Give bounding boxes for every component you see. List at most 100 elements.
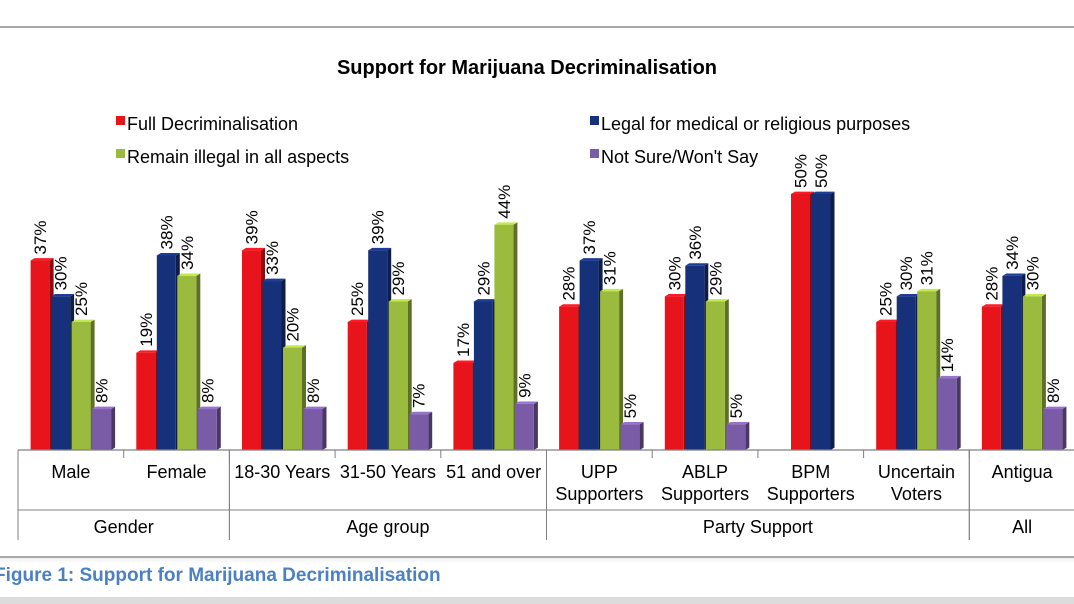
data-label-male-legal-for-medical-or-religious-purposes: 30%	[52, 256, 71, 290]
data-label-male-full-decriminalisation: 37%	[31, 221, 50, 255]
group-label-age-group: Age group	[346, 517, 429, 537]
data-label-51-and-over-legal-for-medical-or-religious-purposes: 29%	[474, 261, 493, 295]
bar-51-and-over-remain-illegal-in-all-aspects	[494, 222, 518, 450]
category-label-male: Male	[51, 462, 90, 482]
data-label-female-remain-illegal-in-all-aspects: 34%	[178, 236, 197, 270]
data-label-31-50-years-not-sure-won-t-say: 7%	[410, 384, 429, 409]
bar-antigua-remain-illegal-in-all-aspects	[1022, 294, 1046, 450]
data-label-31-50-years-legal-for-medical-or-religious-purposes: 39%	[369, 210, 388, 244]
legend-label-remain-illegal-in-all-aspects: Remain illegal in all aspects	[127, 147, 349, 167]
data-label-18-30-years-not-sure-won-t-say: 8%	[304, 378, 323, 403]
bar-male-not-sure-won-t-say	[92, 406, 116, 450]
data-label-uncertain-voters-full-decriminalisation: 25%	[877, 282, 896, 316]
bar-female-legal-for-medical-or-religious-purposes	[156, 253, 180, 450]
data-label-uncertain-voters-not-sure-won-t-say: 14%	[938, 338, 957, 372]
legend: Full Decriminalisation Legal for medical …	[116, 114, 910, 167]
data-label-ablp-supporters-legal-for-medical-or-religious-purposes: 36%	[686, 226, 705, 260]
bar-female-remain-illegal-in-all-aspects	[177, 273, 201, 450]
bar-male-legal-for-medical-or-religious-purposes	[51, 294, 75, 450]
bar-51-and-over-not-sure-won-t-say	[514, 401, 538, 450]
data-label-antigua-full-decriminalisation: 28%	[982, 267, 1001, 301]
bar-antigua-full-decriminalisation	[981, 304, 1005, 450]
category-label-51-and-over: 51 and over	[446, 462, 541, 482]
bars: 37%30%25%8%19%38%34%8%39%33%20%8%25%39%2…	[30, 154, 1067, 450]
category-label-uncertain-voters-line2: Voters	[891, 484, 942, 504]
data-label-antigua-remain-illegal-in-all-aspects: 30%	[1023, 256, 1042, 290]
figure-caption: Figure 1: Support for Marijuana Decrimin…	[0, 565, 441, 586]
category-label-bpm-supporters-line2: Supporters	[767, 484, 855, 504]
bar-31-50-years-full-decriminalisation	[347, 319, 371, 450]
bar-31-50-years-not-sure-won-t-say	[409, 411, 433, 450]
data-label-51-and-over-remain-illegal-in-all-aspects: 44%	[495, 185, 514, 219]
data-label-antigua-not-sure-won-t-say: 8%	[1044, 378, 1063, 403]
data-label-ablp-supporters-remain-illegal-in-all-aspects: 29%	[706, 261, 725, 295]
data-label-male-not-sure-won-t-say: 8%	[93, 378, 112, 403]
category-label-upp-supporters-line2: Supporters	[555, 484, 643, 504]
category-label-female: Female	[147, 462, 207, 482]
data-label-female-not-sure-won-t-say: 8%	[198, 378, 217, 403]
data-label-uncertain-voters-remain-illegal-in-all-aspects: 31%	[918, 251, 937, 285]
bar-31-50-years-legal-for-medical-or-religious-purposes	[368, 247, 392, 450]
data-label-18-30-years-remain-illegal-in-all-aspects: 20%	[284, 308, 303, 342]
chart-title: Support for Marijuana Decriminalisation	[337, 57, 717, 79]
bar-bpm-supporters-legal-for-medical-or-religious-purposes	[811, 191, 835, 450]
category-label-18-30-years: 18-30 Years	[234, 462, 330, 482]
group-label-party-support: Party Support	[703, 517, 813, 537]
data-label-51-and-over-not-sure-won-t-say: 9%	[515, 373, 534, 398]
bar-18-30-years-remain-illegal-in-all-aspects	[283, 345, 306, 450]
bar-male-remain-illegal-in-all-aspects	[71, 319, 95, 450]
legend-label-full-decriminalisation: Full Decriminalisation	[127, 114, 298, 134]
data-label-upp-supporters-legal-for-medical-or-religious-purposes: 37%	[580, 221, 599, 255]
bar-upp-supporters-remain-illegal-in-all-aspects	[600, 288, 624, 450]
data-label-upp-supporters-not-sure-won-t-say: 5%	[621, 394, 640, 419]
data-label-male-remain-illegal-in-all-aspects: 25%	[72, 282, 91, 316]
category-label-antigua: Antigua	[992, 462, 1054, 482]
data-label-31-50-years-remain-illegal-in-all-aspects: 29%	[389, 261, 408, 295]
bar-18-30-years-full-decriminalisation	[242, 247, 265, 450]
bar-51-and-over-legal-for-medical-or-religious-purposes	[473, 299, 497, 450]
bar-uncertain-voters-full-decriminalisation	[876, 319, 900, 450]
category-label-31-50-years: 31-50 Years	[340, 462, 436, 482]
data-label-female-legal-for-medical-or-religious-purposes: 38%	[157, 215, 176, 249]
data-label-antigua-legal-for-medical-or-religious-purposes: 34%	[1003, 236, 1022, 270]
bar-18-30-years-not-sure-won-t-say	[303, 406, 327, 450]
bar-uncertain-voters-not-sure-won-t-say	[937, 375, 961, 450]
bar-upp-supporters-not-sure-won-t-say	[620, 422, 644, 450]
bar-uncertain-voters-remain-illegal-in-all-aspects	[917, 288, 941, 450]
data-label-18-30-years-full-decriminalisation: 39%	[243, 210, 262, 244]
bar-male-full-decriminalisation	[30, 258, 54, 450]
bar-female-not-sure-won-t-say	[197, 406, 221, 450]
bar-ablp-supporters-legal-for-medical-or-religious-purposes	[685, 263, 709, 450]
legend-swatch-not-sure-won-t-say	[590, 149, 599, 158]
data-label-upp-supporters-full-decriminalisation: 28%	[560, 267, 579, 301]
data-label-ablp-supporters-full-decriminalisation: 30%	[665, 256, 684, 290]
data-label-31-50-years-full-decriminalisation: 25%	[348, 282, 367, 316]
bar-upp-supporters-legal-for-medical-or-religious-purposes	[579, 258, 603, 450]
bar-ablp-supporters-not-sure-won-t-say	[726, 422, 750, 450]
legend-swatch-full-decriminalisation	[116, 116, 125, 125]
bar-ablp-supporters-remain-illegal-in-all-aspects	[705, 299, 729, 450]
bar-31-50-years-remain-illegal-in-all-aspects	[388, 299, 412, 450]
data-label-bpm-supporters-full-decriminalisation: 50%	[792, 154, 811, 188]
legend-label-legal-for-medical-or-religious-purposes: Legal for medical or religious purposes	[601, 114, 910, 134]
category-label-bpm-supporters-line1: BPM	[791, 462, 830, 482]
bar-51-and-over-full-decriminalisation	[453, 360, 477, 450]
data-label-51-and-over-full-decriminalisation: 17%	[454, 323, 473, 357]
bar-female-full-decriminalisation	[136, 350, 160, 450]
data-label-18-30-years-legal-for-medical-or-religious-purposes: 33%	[263, 241, 282, 275]
category-label-ablp-supporters-line1: ABLP	[682, 462, 728, 482]
category-axis: Male Female 18-30 Years 31-50 Years 51 and o…	[17, 449, 1074, 540]
group-label-all: All	[1012, 517, 1032, 537]
bottom-strip	[0, 597, 1074, 604]
legend-swatch-remain-illegal-in-all-aspects	[116, 149, 125, 158]
category-label-upp-supporters-line1: UPP	[581, 462, 618, 482]
category-label-ablp-supporters-line2: Supporters	[661, 484, 749, 504]
bar-uncertain-voters-legal-for-medical-or-religious-purposes	[896, 294, 920, 450]
data-label-bpm-supporters-legal-for-medical-or-religious-purposes: 50%	[812, 154, 831, 188]
legend-swatch-legal-for-medical-or-religious-purposes	[590, 116, 599, 125]
category-label-uncertain-voters-line1: Uncertain	[878, 462, 955, 482]
bar-18-30-years-legal-for-medical-or-religious-purposes	[262, 278, 286, 450]
bar-upp-supporters-full-decriminalisation	[559, 304, 583, 450]
legend-label-not-sure-won-t-say: Not Sure/Won't Say	[601, 147, 758, 167]
